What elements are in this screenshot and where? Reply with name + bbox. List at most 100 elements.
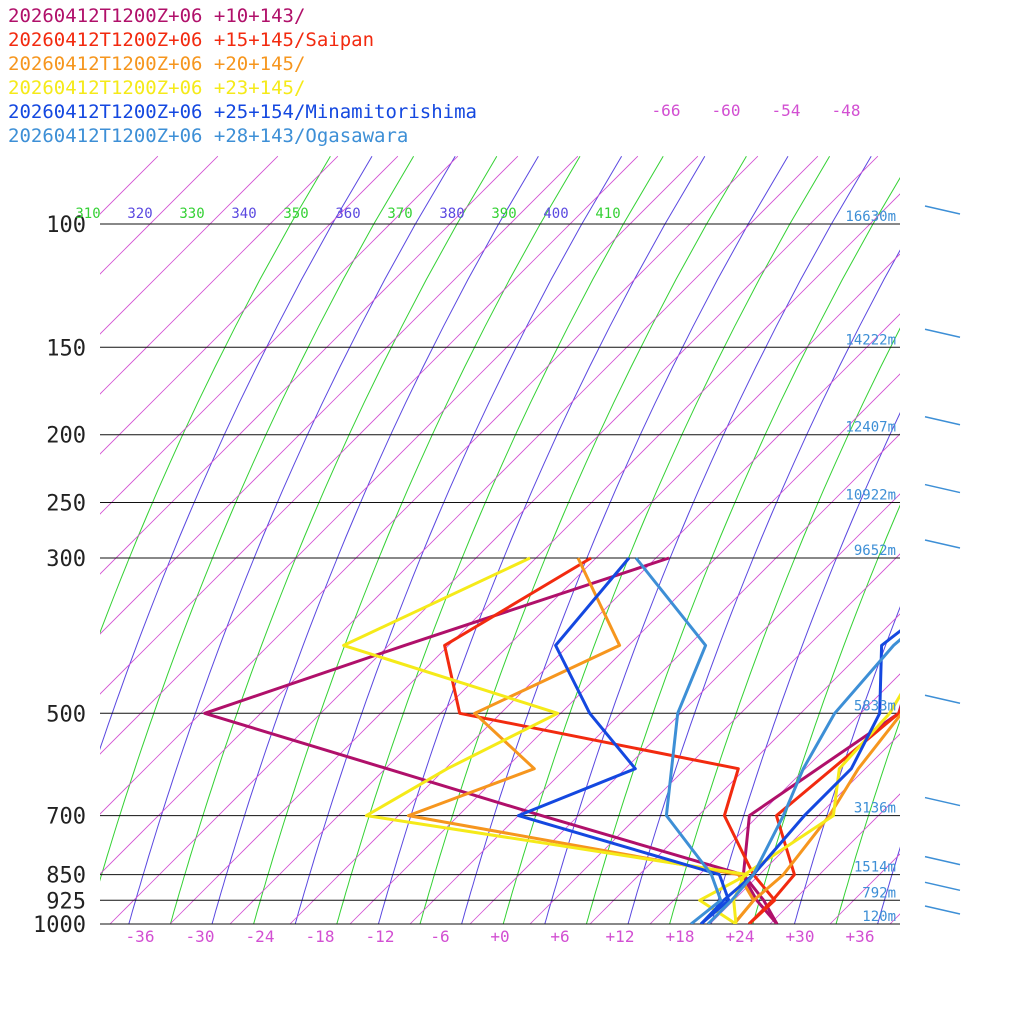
isotherm-top-label: -54 [772,101,801,120]
series-3-dewpoint [342,556,749,924]
theta-label: 320 [127,206,152,222]
isotherm-line [950,156,1024,924]
height-label: 3136m [854,801,896,817]
height-label: 1514m [854,860,896,876]
isotherm-line [289,313,900,924]
theta-label: 310 [75,206,100,222]
theta-line [461,155,789,924]
theta-line [377,155,706,924]
theta-line [961,156,1024,924]
series-1-dewpoint [443,556,777,924]
pressure-tick-label: 250 [46,492,86,517]
theta-label: 400 [543,206,568,222]
theta-label: 340 [231,206,256,222]
theta-line [128,155,456,924]
temperature-tick-label: +30 [786,927,815,946]
temperature-tick-label: -24 [246,927,275,946]
wind-barb [924,483,961,494]
isotherm-line [649,673,900,924]
theta-label: 370 [387,206,412,222]
theta-label: 350 [283,206,308,222]
isotherm-line [589,613,900,924]
theta-line [1002,156,1024,924]
theta-label: 380 [439,206,464,222]
series-5-dewpoint [634,557,723,924]
height-label: 14222m [845,332,896,348]
wind-barb [924,694,961,705]
theta-line [752,504,900,924]
pressure-tick-label: 700 [46,805,86,830]
isotherm-line [889,913,900,924]
isotherm-line [100,155,339,395]
isotherm-line [100,155,399,455]
theta-line [100,155,373,751]
theta-line [835,719,900,924]
isotherm-line [100,155,699,755]
temperature-tick-label: -36 [126,927,155,946]
isotherm-line [100,155,759,815]
wind-barb [924,415,961,426]
temperature-tick-label: +18 [666,927,695,946]
isotherm-line [769,793,900,924]
theta-label: 410 [595,206,620,222]
legend-entry: 20260412T1200Z+06 +15+145/Saipan [8,29,374,51]
series-0-dewpoint [203,556,779,924]
temperature-tick-label: +36 [846,927,875,946]
pressure-tick-label: 1000 [33,913,86,938]
wind-barb [924,539,961,549]
isotherm-line [100,155,519,575]
isotherm-line [100,155,459,515]
isotherm-top-label: -60 [712,101,741,120]
wind-barb [924,796,961,807]
theta-line [877,846,900,924]
background-grid [0,155,1024,924]
wind-barbs [924,205,961,915]
theta-line [253,155,581,924]
theta-line [100,155,331,634]
temperature-tick-label: +24 [726,927,755,946]
isotherm-line [100,155,279,335]
isotherm-line [1010,156,1024,924]
height-label: 120m [862,909,896,925]
isobars [100,223,900,925]
theta-line [100,155,415,882]
series-0-temperature [741,703,900,924]
legend-entry: 20260412T1200Z+06 +20+145/ [8,53,305,75]
pressure-tick-label: 925 [46,889,86,914]
isotherm-line [109,155,879,924]
series-4-dewpoint [516,557,731,924]
pressure-tick-label: 850 [46,864,86,889]
height-label: 9652m [854,543,896,559]
legend-entry: 20260412T1200Z+06 +10+143/ [8,5,305,27]
isotherm-line [100,155,219,275]
theta-label: 360 [335,206,360,222]
sounding-profiles [203,556,900,924]
height-label: 10922m [845,488,896,504]
temperature-tick-label: -18 [306,927,335,946]
theta-line [169,155,498,924]
theta-line [419,155,747,924]
height-label: 12407m [845,420,896,436]
pressure-tick-label: 300 [46,547,86,572]
legend-entry: 20260412T1200Z+06 +28+143/Ogasawara [8,125,408,147]
theta-line [585,177,900,924]
isotherm-line [0,156,38,924]
height-label: 5833m [854,698,896,714]
wind-barb [924,905,961,915]
isotherm-line [100,155,639,695]
pressure-tick-label: 150 [46,336,86,361]
theta-label: 330 [179,206,204,222]
isotherm-line [529,553,900,924]
series-5-temperature [706,637,900,924]
legend-entry: 20260412T1200Z+06 +25+154/Minamitorishim… [8,101,477,123]
theta-line [793,606,900,924]
theta-line [669,327,900,924]
theta-line [336,155,664,924]
theta-line [544,155,872,924]
temperature-tick-label: -30 [186,927,215,946]
isotherm-top-label: -48 [832,101,861,120]
isotherm-top-label: -66 [652,101,681,120]
series-2-temperature [732,713,900,924]
series-2-dewpoint [406,557,756,924]
